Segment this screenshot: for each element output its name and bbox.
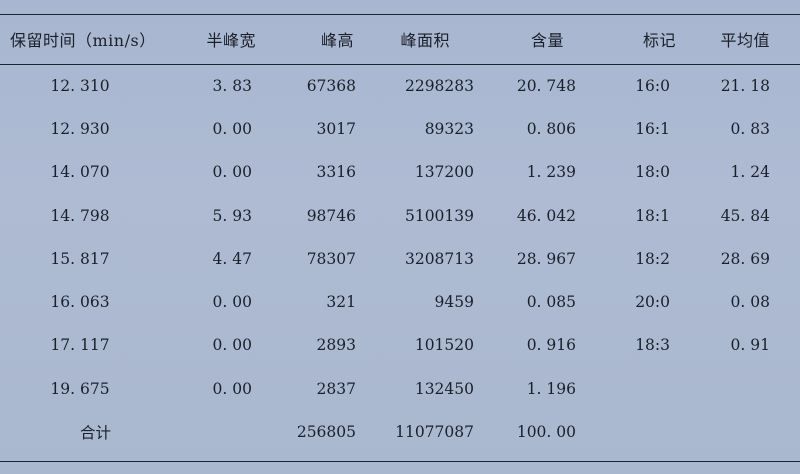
table-body: 12. 310 3. 83 67368 2298283 20. 748 16:0…	[0, 64, 800, 454]
cell-half-width: 0. 00	[212, 163, 252, 182]
cell-average: 0. 83	[730, 119, 770, 138]
table-header: 保留时间（min/s） 半峰宽 峰高 峰面积 含量 标记 平均值	[0, 14, 800, 64]
cell-mark: 18:1	[635, 206, 670, 225]
cell-average: 28. 69	[720, 249, 770, 268]
cell-content: 0. 085	[526, 293, 576, 312]
cell-content: 0. 806	[526, 119, 576, 138]
cell-peak-height: 78307	[306, 249, 356, 268]
cell-half-width: 5. 93	[212, 206, 252, 225]
table-row: 14. 070 0. 00 3316 137200 1. 239 18:0 1.…	[0, 151, 800, 194]
cell-half-width: 4. 47	[212, 249, 252, 268]
cell-mark: 16:1	[635, 119, 670, 138]
cell-peak-height: 3316	[316, 163, 356, 182]
cell-mark: 16:0	[635, 76, 670, 95]
cell-peak-height: 3017	[316, 119, 356, 138]
table-row: 15. 817 4. 47 78307 3208713 28. 967 18:2…	[0, 237, 800, 280]
header-content: 含量	[530, 31, 564, 50]
cell-half-width: 0. 00	[212, 119, 252, 138]
cell-content: 1. 196	[526, 379, 576, 398]
cell-average: 0. 08	[730, 293, 770, 312]
table-row: 17. 117 0. 00 2893 101520 0. 916 18:3 0.…	[0, 324, 800, 367]
data-table: 保留时间（min/s） 半峰宽 峰高 峰面积 含量 标记 平均值 12. 310…	[0, 14, 800, 454]
cell-content: 1. 239	[526, 163, 576, 182]
cell-content: 28. 967	[516, 249, 576, 268]
table-row: 12. 310 3. 83 67368 2298283 20. 748 16:0…	[0, 64, 800, 107]
cell-mark: 18:2	[635, 249, 670, 268]
cell-average	[700, 367, 800, 410]
cell-peak-area: 101520	[414, 336, 474, 355]
total-average	[700, 410, 800, 453]
total-content: 100. 00	[516, 423, 576, 442]
cell-half-width: 0. 00	[212, 293, 252, 312]
cell-peak-height: 67368	[306, 76, 356, 95]
total-row: 合计 256805 11077087 100. 00	[0, 410, 800, 453]
cell-content: 20. 748	[516, 76, 576, 95]
total-label: 合计	[80, 424, 112, 443]
table-row: 12. 930 0. 00 3017 89323 0. 806 16:1 0. …	[0, 107, 800, 150]
cell-average: 21. 18	[720, 76, 770, 95]
bottom-rule	[0, 461, 800, 462]
cell-retention-time: 12. 930	[50, 119, 110, 138]
cell-content: 46. 042	[516, 206, 576, 225]
cell-retention-time: 17. 117	[50, 336, 110, 355]
cell-half-width: 0. 00	[212, 379, 252, 398]
cell-peak-height: 2837	[316, 379, 356, 398]
cell-peak-height: 98746	[306, 206, 356, 225]
cell-peak-area: 3208713	[404, 249, 474, 268]
table-row: 14. 798 5. 93 98746 5100139 46. 042 18:1…	[0, 194, 800, 237]
cell-peak-area: 9459	[434, 293, 474, 312]
cell-retention-time: 16. 063	[50, 293, 110, 312]
header-peak-area: 峰面积	[400, 31, 450, 50]
cell-average: 45. 84	[720, 206, 770, 225]
cell-mark: 18:0	[635, 163, 670, 182]
cell-retention-time: 14. 070	[50, 163, 110, 182]
cell-peak-height: 2893	[316, 336, 356, 355]
header-mark: 标记	[642, 31, 676, 50]
top-rule	[0, 14, 800, 15]
cell-content: 0. 916	[526, 336, 576, 355]
total-half-width	[160, 410, 270, 453]
header-row: 保留时间（min/s） 半峰宽 峰高 峰面积 含量 标记 平均值	[0, 14, 800, 64]
cell-mark: 18:3	[635, 336, 670, 355]
cell-mark: 20:0	[635, 293, 670, 312]
total-mark	[600, 410, 700, 453]
cell-peak-area: 2298283	[404, 76, 474, 95]
cell-average: 0. 91	[730, 336, 770, 355]
header-half-width: 半峰宽	[206, 31, 256, 50]
table-row: 19. 675 0. 00 2837 132450 1. 196	[0, 367, 800, 410]
cell-retention-time: 15. 817	[50, 249, 110, 268]
cell-retention-time: 14. 798	[50, 206, 110, 225]
table-row: 16. 063 0. 00 321 9459 0. 085 20:0 0. 08	[0, 280, 800, 323]
cell-half-width: 3. 83	[212, 76, 252, 95]
cell-retention-time: 12. 310	[50, 76, 110, 95]
header-rule	[0, 64, 800, 65]
total-peak-height: 256805	[296, 423, 356, 442]
total-peak-area: 11077087	[395, 423, 474, 442]
cell-peak-area: 132450	[414, 379, 474, 398]
cell-peak-height: 321	[326, 293, 356, 312]
header-peak-height: 峰高	[320, 31, 354, 50]
header-retention-time: 保留时间（min/s）	[10, 31, 156, 50]
cell-half-width: 0. 00	[212, 336, 252, 355]
cell-peak-area: 5100139	[404, 206, 474, 225]
cell-peak-area: 137200	[414, 163, 474, 182]
cell-average: 1. 24	[730, 163, 770, 182]
cell-retention-time: 19. 675	[50, 379, 110, 398]
header-average: 平均值	[720, 31, 770, 50]
cell-peak-area: 89323	[424, 119, 474, 138]
cell-mark	[600, 367, 700, 410]
